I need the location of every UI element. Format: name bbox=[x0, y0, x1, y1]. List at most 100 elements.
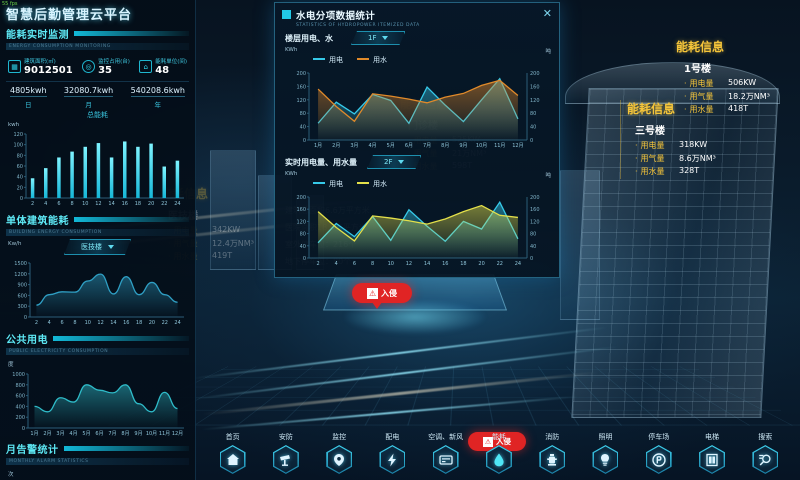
svg-text:40: 40 bbox=[530, 244, 536, 250]
header-bar bbox=[74, 31, 189, 36]
nav-item-lamp[interactable]: 照明 bbox=[579, 432, 632, 474]
section-title: 月告警统计 bbox=[6, 445, 59, 456]
legend-water: 用水 bbox=[357, 55, 387, 65]
energy-unit-icon: ⌂ bbox=[139, 60, 153, 73]
svg-text:40: 40 bbox=[300, 244, 306, 250]
chart2-legend: 用电 用水 bbox=[275, 179, 559, 189]
floor-select-2[interactable]: 2F bbox=[367, 155, 421, 169]
svg-text:600: 600 bbox=[17, 293, 27, 299]
section-title: 单体建筑能耗 bbox=[6, 216, 69, 227]
card-building: 三号楼 bbox=[635, 126, 665, 137]
camera-occupancy-icon: ◎ bbox=[82, 60, 96, 73]
svg-text:10: 10 bbox=[388, 261, 394, 267]
svg-text:16: 16 bbox=[442, 261, 448, 267]
svg-text:0: 0 bbox=[530, 256, 533, 262]
svg-text:600: 600 bbox=[15, 394, 25, 400]
row-value: 419T bbox=[212, 251, 233, 260]
svg-text:0: 0 bbox=[303, 256, 306, 262]
svg-text:20: 20 bbox=[149, 320, 155, 326]
chart1-left-unit: KWh bbox=[285, 47, 298, 53]
svg-text:1月: 1月 bbox=[30, 431, 38, 437]
card-title: 能耗信息 bbox=[676, 40, 725, 54]
svg-text:16: 16 bbox=[122, 201, 128, 207]
alert-pin-label: 入侵 bbox=[381, 288, 397, 298]
svg-text:1月: 1月 bbox=[314, 143, 322, 149]
app-title: 智慧后勤管理云平台 bbox=[6, 7, 133, 23]
nav-hex-frame bbox=[592, 445, 619, 474]
nav-item-elevator[interactable]: 电梯 bbox=[685, 432, 738, 474]
svg-text:200: 200 bbox=[530, 71, 540, 77]
nav-item-fire-hydrant[interactable]: 消防 bbox=[526, 432, 579, 474]
chart2-title: 实时用电量、用水量 bbox=[285, 157, 357, 167]
legend-power: 用电 bbox=[313, 55, 343, 65]
chevron-down-icon bbox=[398, 160, 404, 164]
section-public-electricity: 公共用电 PUBLIC ELECTRICITY CONSUMPTION bbox=[6, 331, 189, 355]
legend-water: 用水 bbox=[357, 179, 387, 189]
svg-text:8: 8 bbox=[371, 261, 374, 267]
kpi-value: 48 bbox=[155, 65, 170, 76]
svg-text:900: 900 bbox=[17, 283, 27, 289]
close-icon[interactable]: ✕ bbox=[542, 7, 552, 20]
card-title: 能耗信息 bbox=[627, 102, 676, 116]
section-subtitle: PUBLIC ELECTRICITY CONSUMPTION bbox=[6, 348, 189, 355]
nav-item-water-drop[interactable]: 能耗 bbox=[472, 432, 525, 474]
nav-item-search[interactable]: 搜索 bbox=[739, 432, 792, 474]
nav-item-label: 安防 bbox=[278, 433, 293, 441]
fire-hydrant-icon bbox=[540, 446, 564, 473]
svg-text:200: 200 bbox=[15, 415, 25, 421]
svg-text:2: 2 bbox=[31, 201, 34, 207]
nav-item-power-bolt[interactable]: 配电 bbox=[366, 432, 419, 474]
kpi-energy-unit: ⌂ 能耗单位(间) 48 bbox=[139, 57, 187, 76]
svg-text:2: 2 bbox=[316, 261, 319, 267]
nav-hex-frame bbox=[752, 445, 779, 474]
svg-text:3月: 3月 bbox=[56, 431, 64, 437]
kpi-label: 监控占用(台) bbox=[98, 59, 130, 65]
power-bolt-icon bbox=[380, 446, 405, 473]
svg-text:40: 40 bbox=[17, 175, 23, 181]
floor-select-1[interactable]: 1F bbox=[351, 31, 405, 45]
svg-text:120: 120 bbox=[296, 219, 306, 225]
svg-text:1200: 1200 bbox=[14, 272, 27, 278]
section-subtitle: MONTHLY ALARM STATISTICS bbox=[6, 458, 189, 465]
nav-item-parking[interactable]: 停车场 bbox=[632, 432, 685, 474]
nav-item-label: 空调、新风 bbox=[428, 433, 464, 441]
nav-item-label: 停车场 bbox=[648, 433, 670, 441]
nav-hex-frame bbox=[645, 445, 672, 474]
nav-item-security-camera[interactable]: 安防 bbox=[259, 432, 312, 474]
total-value: 4805kwh bbox=[10, 86, 47, 97]
hydropower-statistics-dialog[interactable]: 水电分项数据统计 STATISTICS OF HYDROPOWER ITEMIZ… bbox=[274, 2, 560, 278]
nav-item-air-conditioner[interactable]: 空调、新风 bbox=[419, 432, 472, 474]
legend-power-label: 用电 bbox=[329, 56, 343, 64]
water-drop-icon bbox=[487, 446, 511, 473]
intrusion-alert-pin[interactable]: ⚠ 入侵 bbox=[352, 283, 412, 309]
svg-text:16: 16 bbox=[123, 320, 129, 326]
section-subtitle: ENERGY CONSUMPTION MONITORING bbox=[6, 43, 189, 50]
legend-power-swatch bbox=[313, 58, 325, 60]
svg-text:12: 12 bbox=[95, 201, 101, 207]
header-bar bbox=[53, 336, 189, 341]
total-value: 32080.7kwh bbox=[63, 86, 114, 97]
svg-text:80: 80 bbox=[530, 111, 536, 117]
intrusion-icon: ⚠ bbox=[367, 287, 378, 299]
svg-text:0: 0 bbox=[24, 315, 27, 321]
nav-item-label: 搜索 bbox=[758, 433, 773, 441]
svg-text:160: 160 bbox=[296, 207, 306, 213]
legend-power: 用电 bbox=[313, 179, 343, 189]
svg-text:18: 18 bbox=[135, 201, 141, 207]
nav-item-home[interactable]: 首页 bbox=[206, 432, 259, 474]
building-select[interactable]: 医技楼 bbox=[64, 239, 131, 255]
svg-text:0: 0 bbox=[530, 138, 533, 144]
svg-text:6: 6 bbox=[57, 201, 60, 207]
nav-item-location-pin[interactable]: 监控 bbox=[313, 432, 366, 474]
building-area-icon: ▦ bbox=[8, 60, 21, 73]
row-value: 8.6万NM³ bbox=[679, 154, 716, 163]
security-camera-icon bbox=[274, 446, 298, 473]
y-axis-unit: 度 bbox=[8, 362, 14, 368]
svg-text:40: 40 bbox=[300, 125, 306, 131]
svg-text:80: 80 bbox=[300, 111, 306, 117]
svg-text:6: 6 bbox=[60, 320, 63, 326]
